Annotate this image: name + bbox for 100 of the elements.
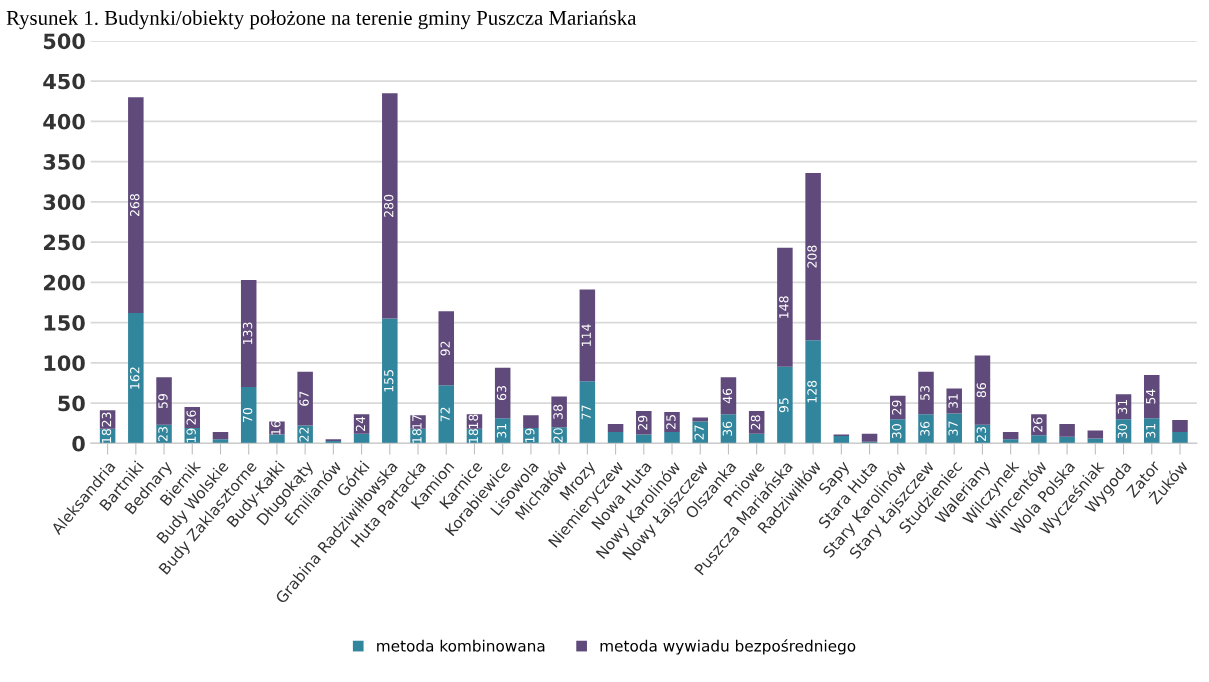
bar: [1144, 374, 1160, 419]
bar: [946, 388, 962, 414]
data-label: 59: [158, 393, 168, 409]
y-tick-label: 400: [43, 113, 85, 130]
data-label: 128: [807, 380, 817, 403]
bar: [212, 439, 229, 444]
bar: [692, 417, 708, 422]
bar: [805, 172, 821, 341]
bar: [523, 415, 539, 429]
data-label: 29: [891, 400, 902, 415]
data-label: 37: [948, 421, 958, 436]
data-label: 280: [383, 194, 394, 217]
data-label: 63: [496, 386, 507, 401]
bar: [353, 433, 370, 444]
y-tick-label: 150: [44, 315, 85, 331]
data-label: 18: [101, 428, 112, 443]
data-label: 22: [299, 427, 309, 442]
data-label: 92: [440, 341, 450, 356]
bar: [636, 434, 652, 444]
bar: [297, 371, 313, 426]
bar: [1172, 419, 1188, 433]
bar: [438, 311, 455, 386]
data-label: 25: [666, 415, 676, 430]
data-label: 23: [976, 427, 987, 442]
data-label: 38: [553, 404, 563, 419]
data-label: 29: [637, 415, 648, 430]
y-tick-label: 50: [58, 395, 85, 412]
data-label: 162: [130, 367, 140, 389]
bar: [748, 433, 765, 444]
data-label: 53: [920, 386, 930, 400]
data-label: 26: [1033, 417, 1043, 432]
data-label: 28: [750, 415, 761, 430]
y-tick-label: 250: [43, 234, 85, 251]
bar: [805, 340, 821, 444]
data-label: 19: [525, 428, 535, 443]
y-tick-label: 0: [72, 435, 85, 452]
bar: [1087, 430, 1104, 439]
data-label: 31: [1117, 399, 1128, 414]
bar: [212, 432, 229, 440]
data-label: 17: [412, 415, 422, 429]
bar: [128, 97, 144, 313]
bar: [156, 377, 172, 425]
bar: [382, 318, 398, 444]
bar: [664, 432, 680, 444]
bar: [438, 385, 455, 444]
data-label: 36: [920, 421, 930, 436]
data-label: 155: [384, 370, 394, 392]
bar: [607, 423, 624, 433]
bar: [890, 419, 906, 444]
data-label: 86: [976, 383, 987, 398]
bar: [918, 414, 934, 444]
data-label: 114: [581, 324, 591, 347]
y-tick-label: 300: [43, 194, 85, 211]
data-label: 20: [553, 428, 563, 443]
data-label: 77: [581, 405, 591, 420]
data-label: 72: [440, 407, 450, 422]
bar: [946, 413, 962, 444]
data-label: 54: [1146, 389, 1156, 404]
data-label: 26: [186, 410, 196, 425]
data-label: 36: [722, 421, 733, 436]
bar: [551, 396, 567, 428]
y-tick-label: 350: [43, 154, 85, 170]
data-label: 133: [242, 322, 253, 345]
data-label: 30: [1117, 424, 1128, 439]
data-label: 27: [694, 425, 704, 440]
data-label: 30: [891, 424, 902, 439]
chart-title: Rysunek 1. Budynki/obiekty położone na terenie gminy Puszcza Mariańska: [6, 10, 637, 30]
bar: [410, 415, 426, 429]
bar: [1087, 438, 1104, 444]
bar: [777, 366, 793, 444]
y-tick-label: 100: [44, 355, 85, 372]
data-label: 148: [779, 296, 789, 318]
data-label: 31: [1145, 424, 1156, 438]
bar: [579, 289, 596, 382]
data-label: 18: [468, 428, 479, 443]
bar: [1059, 436, 1075, 444]
bar: [1059, 423, 1075, 437]
bar: [861, 433, 878, 442]
bar: [974, 355, 991, 425]
bar: [240, 279, 257, 387]
data-label: 23: [158, 427, 168, 442]
bar: [607, 432, 624, 444]
bar: [269, 434, 285, 444]
data-label: 31: [496, 424, 507, 438]
y-tick-label: 200: [43, 274, 85, 291]
data-label: 70: [242, 408, 253, 423]
bar: [1002, 439, 1019, 444]
bar: [833, 436, 850, 444]
data-label: 23: [101, 412, 112, 427]
y-tick-label: 500: [43, 33, 85, 50]
bar: [579, 381, 596, 444]
data-label: 24: [355, 416, 366, 432]
bar: [1031, 435, 1047, 444]
data-label: 95: [779, 398, 789, 413]
bar: [918, 371, 934, 415]
bar: [777, 247, 793, 367]
bar: [128, 312, 144, 444]
data-label: 46: [722, 388, 733, 404]
data-label: 18: [468, 414, 479, 429]
data-label: 268: [130, 194, 140, 217]
